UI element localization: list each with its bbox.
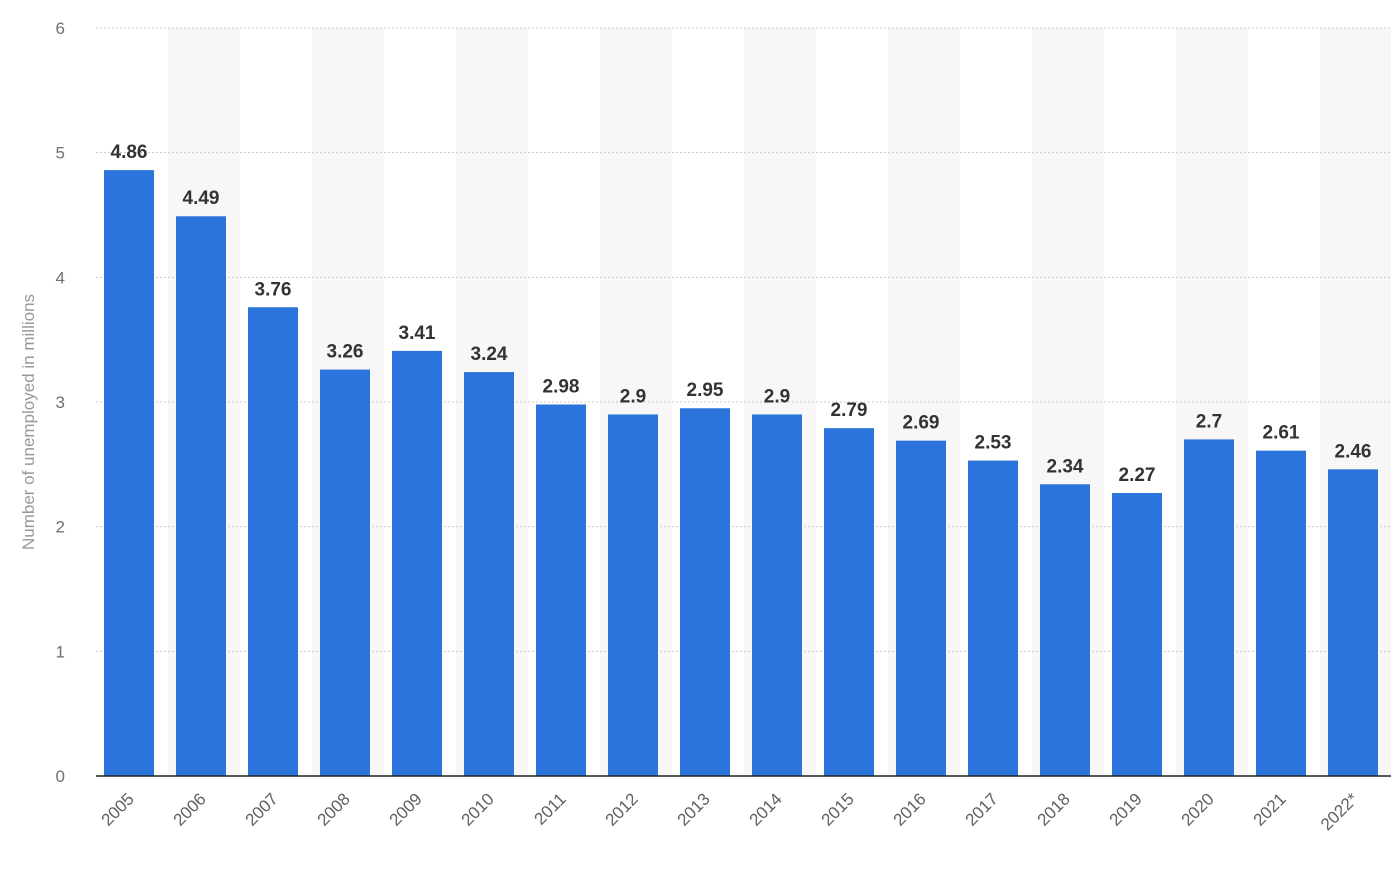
value-label: 3.76 [255,279,292,300]
bars [104,170,1378,776]
bar [104,170,154,776]
x-tick-label: 2014 [746,789,786,829]
bar [392,350,442,776]
x-axis-ticks: 2005 2006 2007 2008 2009 2010 2011 2012 2013 2014… [98,789,1362,834]
x-tick-label: 2005 [98,789,138,829]
bar [608,414,658,776]
x-tick-label: 2009 [386,789,426,829]
x-tick-label: 2022* [1317,789,1362,834]
value-label: 3.26 [327,342,364,363]
bar [320,369,370,776]
bar [1112,493,1162,776]
bar [968,460,1018,776]
value-label: 3.41 [399,323,436,344]
x-tick-label: 2012 [602,789,642,829]
x-tick-label: 2010 [458,789,498,829]
bar [176,216,226,776]
x-tick-label: 2020 [1178,789,1218,829]
bar [464,372,514,776]
x-tick-label: 2018 [1034,789,1074,829]
y-tick-label: 2 [56,518,65,537]
y-tick-label: 4 [56,268,65,287]
value-label: 4.49 [183,188,220,209]
bar [1040,484,1090,776]
bar [1184,439,1234,776]
y-tick-label: 6 [56,19,65,38]
value-label: 2.61 [1263,423,1300,444]
value-label: 2.95 [687,380,724,401]
x-tick-label: 2011 [531,789,570,828]
bar [1328,469,1378,776]
x-tick-label: 2016 [890,789,930,829]
value-label: 2.34 [1047,456,1084,477]
value-label: 2.98 [543,376,580,397]
y-tick-label: 3 [56,393,65,412]
bar [824,428,874,776]
value-label: 4.86 [111,142,148,163]
value-label: 2.79 [831,400,868,421]
x-tick-label: 2021 [1250,789,1290,829]
x-tick-label: 2007 [242,789,282,829]
bar [680,408,730,776]
x-tick-label: 2017 [962,789,1002,829]
bar [1256,450,1306,776]
x-tick-label: 2006 [170,789,210,829]
y-tick-label: 5 [56,144,65,163]
value-labels: 4.86 4.49 3.76 3.26 3.41 3.24 2.98 2.9 2.95 2.9 2.… [111,142,1372,486]
value-label: 2.9 [620,386,646,407]
x-tick-label: 2013 [674,789,714,829]
value-label: 3.24 [471,344,508,365]
value-label: 2.69 [903,413,940,434]
value-label: 2.7 [1196,411,1222,432]
bar [248,307,298,776]
y-tick-label: 0 [56,767,65,786]
bar [896,440,946,776]
y-tick-label: 1 [56,642,65,661]
y-axis-ticks: 0 1 2 3 4 5 6 [56,19,65,786]
value-label: 2.27 [1119,465,1156,486]
x-tick-label: 2019 [1106,789,1146,829]
bar [536,404,586,776]
value-label: 2.53 [975,433,1012,454]
value-label: 2.46 [1335,441,1372,462]
value-label: 2.9 [764,386,790,407]
x-tick-label: 2008 [314,789,354,829]
y-axis-title: Number of unemployed in millions [19,294,38,550]
bar [752,414,802,776]
x-tick-label: 2015 [818,789,858,829]
